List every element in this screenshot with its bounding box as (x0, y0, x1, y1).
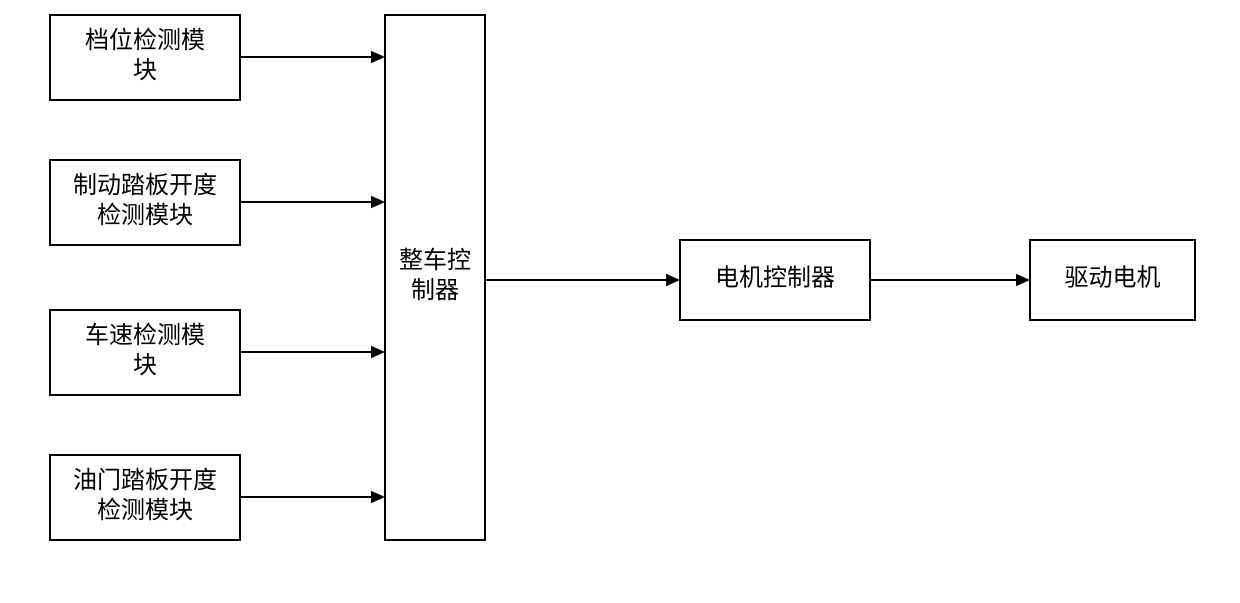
block-label-n2-0: 制动踏板开度 (73, 172, 217, 199)
block-label-n4-1: 检测模块 (97, 497, 193, 524)
block-label-n6-0: 电机控制器 (715, 265, 835, 292)
block-label-n3-0: 车速检测模 (85, 322, 205, 349)
block-n5: 整车控制器 (385, 15, 485, 540)
block-diagram: 档位检测模块制动踏板开度检测模块车速检测模块油门踏板开度检测模块整车控制器电机控… (0, 0, 1240, 603)
arrow-n5-n6 (485, 274, 680, 287)
arrow-n1-n5 (240, 51, 385, 64)
arrow-n2-n5 (240, 196, 385, 209)
arrow-n4-n5 (240, 491, 385, 504)
arrow-n6-n7 (870, 274, 1030, 287)
block-n4: 油门踏板开度检测模块 (50, 455, 240, 540)
block-label-n2-1: 检测模块 (97, 202, 193, 229)
block-n6: 电机控制器 (680, 240, 870, 320)
block-label-n3-1: 块 (133, 352, 157, 379)
block-n3: 车速检测模块 (50, 310, 240, 395)
block-label-n1-0: 档位检测模 (85, 27, 205, 54)
block-label-n4-0: 油门踏板开度 (73, 467, 217, 494)
block-label-n7-0: 驱动电机 (1065, 265, 1161, 292)
block-label-n5-1: 制器 (411, 277, 459, 304)
block-label-n5-0: 整车控 (399, 247, 471, 274)
arrow-n3-n5 (240, 346, 385, 359)
block-label-n1-1: 块 (133, 57, 157, 84)
block-n1: 档位检测模块 (50, 15, 240, 100)
block-n2: 制动踏板开度检测模块 (50, 160, 240, 245)
block-n7: 驱动电机 (1030, 240, 1195, 320)
